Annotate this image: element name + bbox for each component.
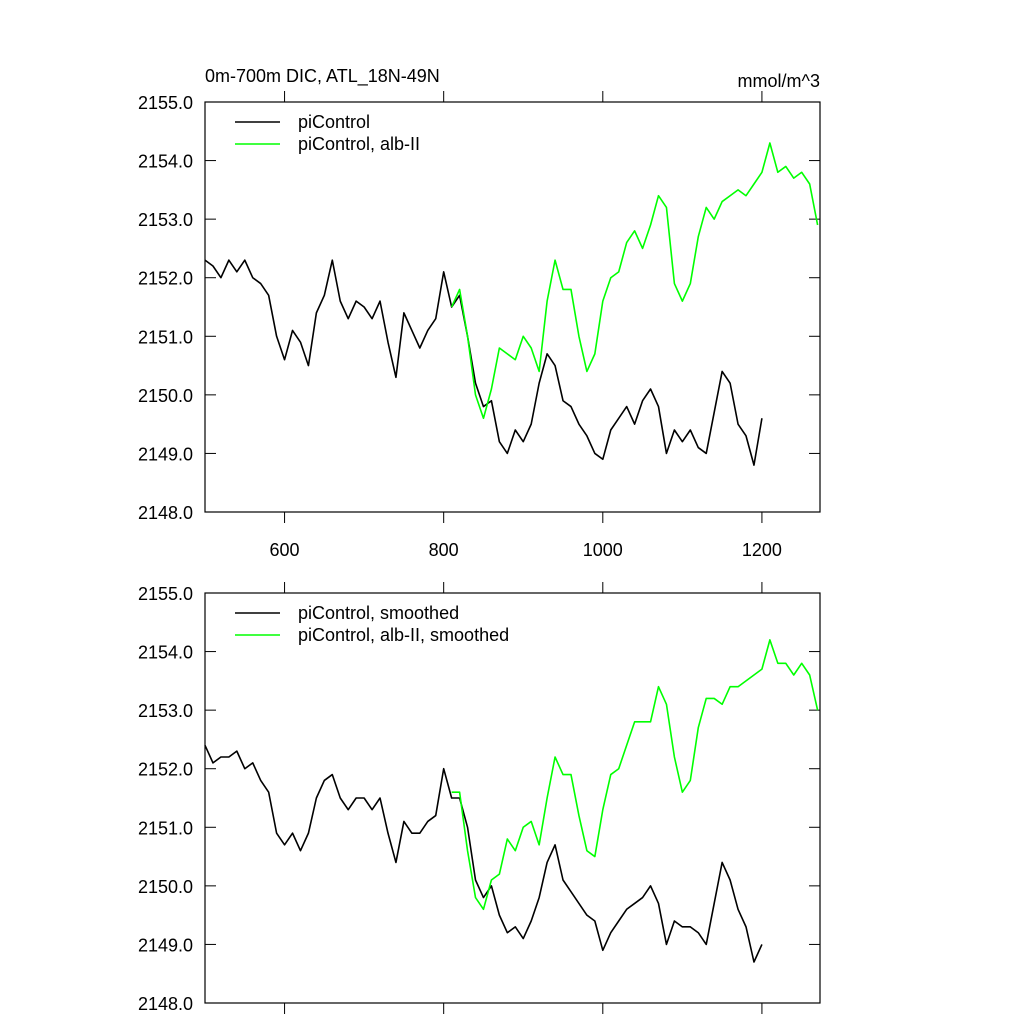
y-tick-label: 2154.0 [138,152,193,172]
y-tick-label: 2152.0 [138,269,193,289]
x-tick-label: 1000 [583,540,623,560]
data-line [450,142,819,420]
data-line [451,639,819,911]
x-tick-label: 1200 [742,540,782,560]
y-tick-label: 2150.0 [138,877,193,897]
plot-frame [204,101,821,513]
y-tick-label: 2151.0 [138,327,193,347]
y-tick-label: 2153.0 [138,701,193,721]
y-tick-label: 2155.0 [138,584,193,604]
x-tick-label: 800 [429,540,459,560]
y-tick-label: 2153.0 [138,210,193,230]
chart-title: 0m-700m DIC, ATL_18N-49N [205,66,440,87]
legend-label: piControl, alb-II [298,134,420,154]
y-tick-label: 2149.0 [138,444,193,464]
y-tick-label: 2150.0 [138,386,193,406]
units-label: mmol/m^3 [738,71,820,91]
y-tick-label: 2148.0 [138,994,193,1014]
y-tick-label: 2151.0 [138,818,193,838]
plot-frame [204,592,821,1004]
y-tick-label: 2155.0 [138,93,193,113]
legend-label: piControl, alb-II, smoothed [298,625,509,645]
legend-label: piControl, smoothed [298,603,459,623]
y-tick-label: 2149.0 [138,935,193,955]
y-tick-label: 2148.0 [138,503,193,523]
data-line [204,259,763,466]
legend-label: piControl [298,112,370,132]
x-tick-label: 600 [270,540,300,560]
data-line [204,744,763,963]
y-tick-label: 2154.0 [138,643,193,663]
y-tick-label: 2152.0 [138,760,193,780]
